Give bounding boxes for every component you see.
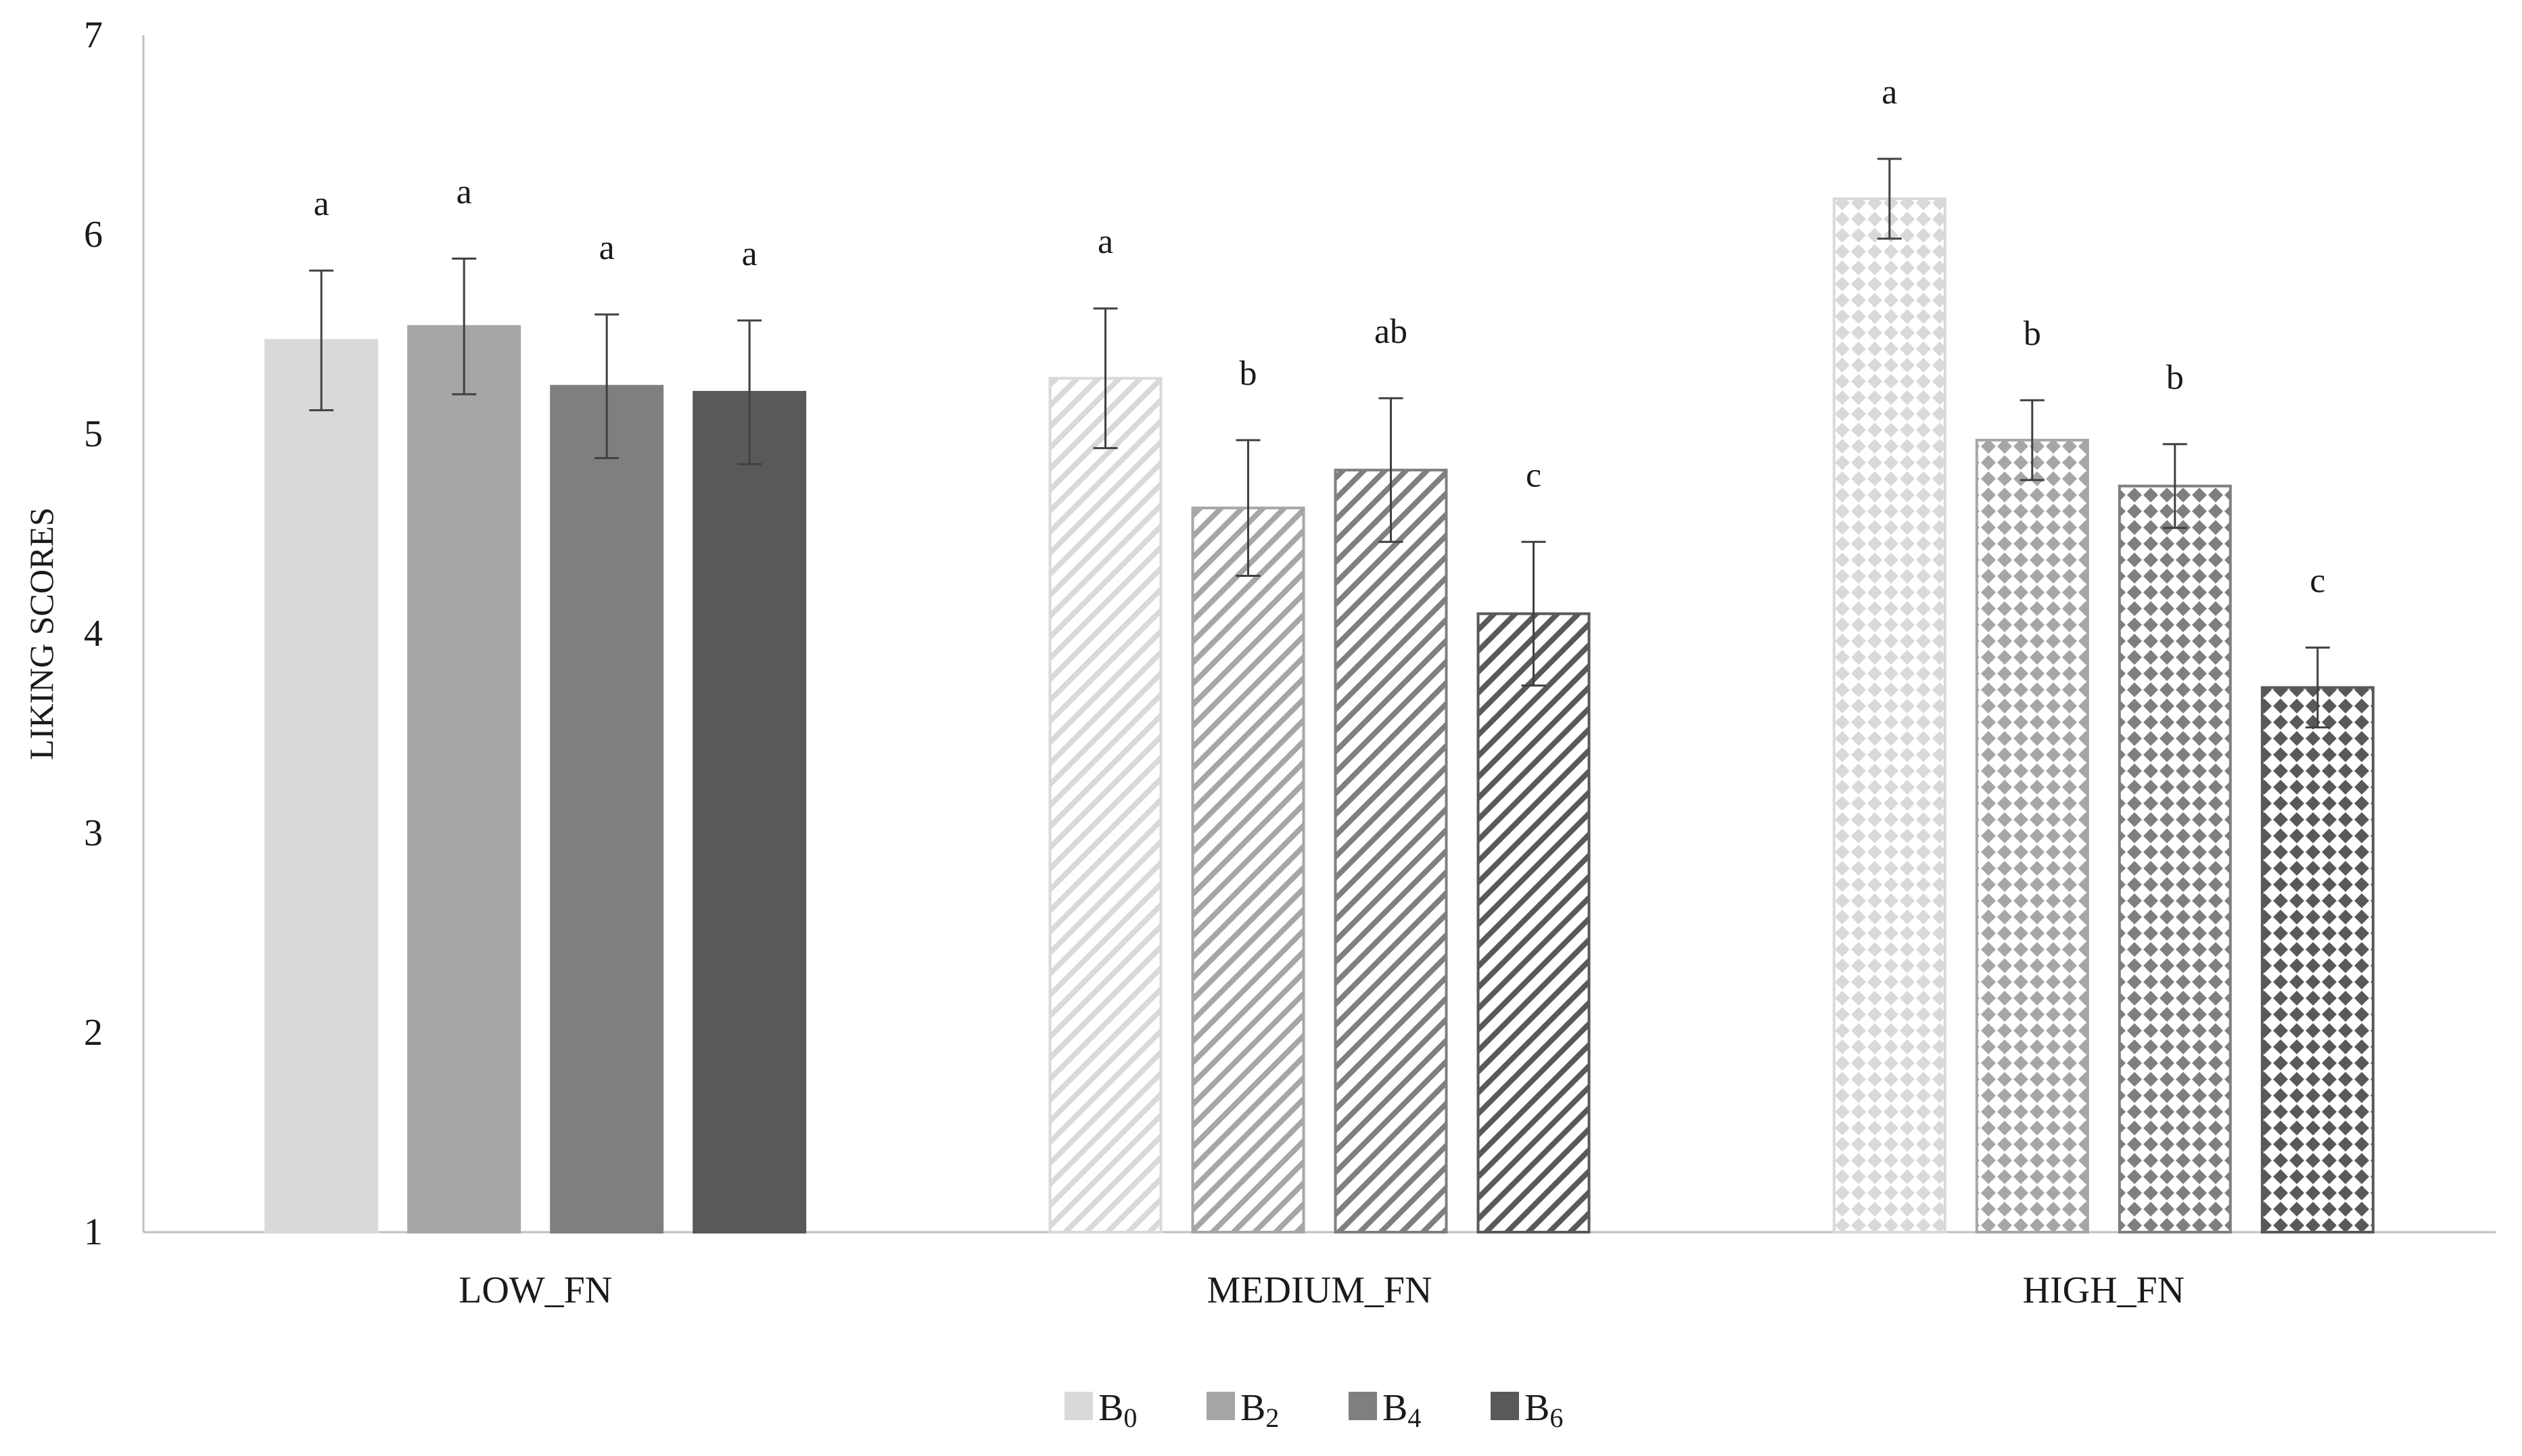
legend-swatch bbox=[1349, 1392, 1377, 1420]
legend-item-B0[interactable]: B0 bbox=[1065, 1387, 1137, 1433]
significance-letter: c bbox=[2310, 562, 2325, 601]
legend-label: B6 bbox=[1524, 1387, 1563, 1433]
error-bar-B6-LOW_FN bbox=[737, 319, 762, 465]
bar-B2-MEDIUM_FN[interactable] bbox=[1191, 507, 1305, 1234]
significance-letter: b bbox=[2024, 314, 2041, 353]
significance-letter: a bbox=[599, 229, 615, 267]
legend-label: B4 bbox=[1382, 1387, 1421, 1433]
error-bar-B2-HIGH_FN bbox=[2019, 399, 2045, 482]
y-tick-label: 3 bbox=[84, 812, 103, 854]
tick-labels: 1 2 3 4 5 6 7 LOW_FN MEDIUM_FN HIGH_FN bbox=[84, 14, 2185, 1311]
significance-letter: a bbox=[1882, 73, 1897, 112]
bars bbox=[264, 197, 2375, 1234]
bar-B2-LOW_FN[interactable] bbox=[407, 325, 521, 1234]
legend[interactable]: B0 B2 B4 B6 bbox=[1065, 1387, 1563, 1433]
bar-B6-MEDIUM_FN[interactable] bbox=[1476, 612, 1591, 1234]
bar-B4-LOW_FN[interactable] bbox=[550, 385, 664, 1234]
significance-letter: a bbox=[457, 172, 472, 211]
y-tick-label: 4 bbox=[84, 613, 103, 655]
y-tick-label: 6 bbox=[84, 214, 103, 256]
error-bar-B4-HIGH_FN bbox=[2162, 443, 2187, 530]
bar-B2-HIGH_FN[interactable] bbox=[1975, 438, 2089, 1234]
bar-B4-MEDIUM_FN[interactable] bbox=[1334, 469, 1448, 1234]
error-bar-B4-MEDIUM_FN bbox=[1378, 397, 1403, 543]
axes bbox=[142, 35, 2496, 1234]
error-bar-B0-LOW_FN bbox=[309, 269, 334, 412]
significance-letter: a bbox=[1098, 222, 1113, 261]
bar-B0-HIGH_FN[interactable] bbox=[1832, 197, 1946, 1234]
legend-item-B6[interactable]: B6 bbox=[1491, 1387, 1563, 1433]
significance-letter: c bbox=[1526, 456, 1541, 494]
x-category-label: MEDIUM_FN bbox=[1207, 1269, 1432, 1311]
significance-letter: a bbox=[314, 185, 329, 223]
significance-letter: b bbox=[2166, 358, 2184, 397]
x-category-label: LOW_FN bbox=[459, 1269, 612, 1311]
significance-letter: a bbox=[742, 235, 757, 273]
bar-B4-HIGH_FN[interactable] bbox=[2118, 484, 2232, 1234]
bar-B0-LOW_FN[interactable] bbox=[264, 339, 379, 1234]
error-bar-B0-HIGH_FN bbox=[1877, 158, 1902, 240]
y-tick-label: 2 bbox=[84, 1012, 103, 1054]
x-category-label: HIGH_FN bbox=[2023, 1269, 2185, 1311]
legend-swatch bbox=[1207, 1392, 1235, 1420]
bar-B6-LOW_FN[interactable] bbox=[693, 391, 807, 1234]
y-tick-label: 1 bbox=[84, 1211, 103, 1253]
error-bar-B2-LOW_FN bbox=[452, 257, 477, 396]
legend-item-B4[interactable]: B4 bbox=[1349, 1387, 1421, 1433]
error-bars bbox=[309, 158, 2330, 729]
significance-letter: b bbox=[1240, 354, 1257, 393]
legend-swatch bbox=[1491, 1392, 1519, 1420]
bar-B6-HIGH_FN[interactable] bbox=[2260, 686, 2375, 1234]
y-tick-label: 5 bbox=[84, 413, 103, 455]
legend-swatch bbox=[1065, 1392, 1093, 1420]
error-bar-B2-MEDIUM_FN bbox=[1236, 439, 1261, 577]
legend-label: B0 bbox=[1098, 1387, 1137, 1433]
legend-item-B2[interactable]: B2 bbox=[1207, 1387, 1279, 1433]
significance-letter: ab bbox=[1374, 312, 1407, 351]
error-bar-B4-LOW_FN bbox=[594, 313, 620, 459]
legend-label: B2 bbox=[1240, 1387, 1279, 1433]
bar-B0-MEDIUM_FN[interactable] bbox=[1048, 377, 1163, 1234]
error-bar-B6-HIGH_FN bbox=[2305, 647, 2330, 729]
y-axis-title: LIKING SCORES bbox=[22, 507, 60, 760]
error-bar-B6-MEDIUM_FN bbox=[1521, 540, 1546, 687]
y-tick-label: 7 bbox=[84, 14, 103, 56]
error-bar-B0-MEDIUM_FN bbox=[1093, 307, 1118, 450]
